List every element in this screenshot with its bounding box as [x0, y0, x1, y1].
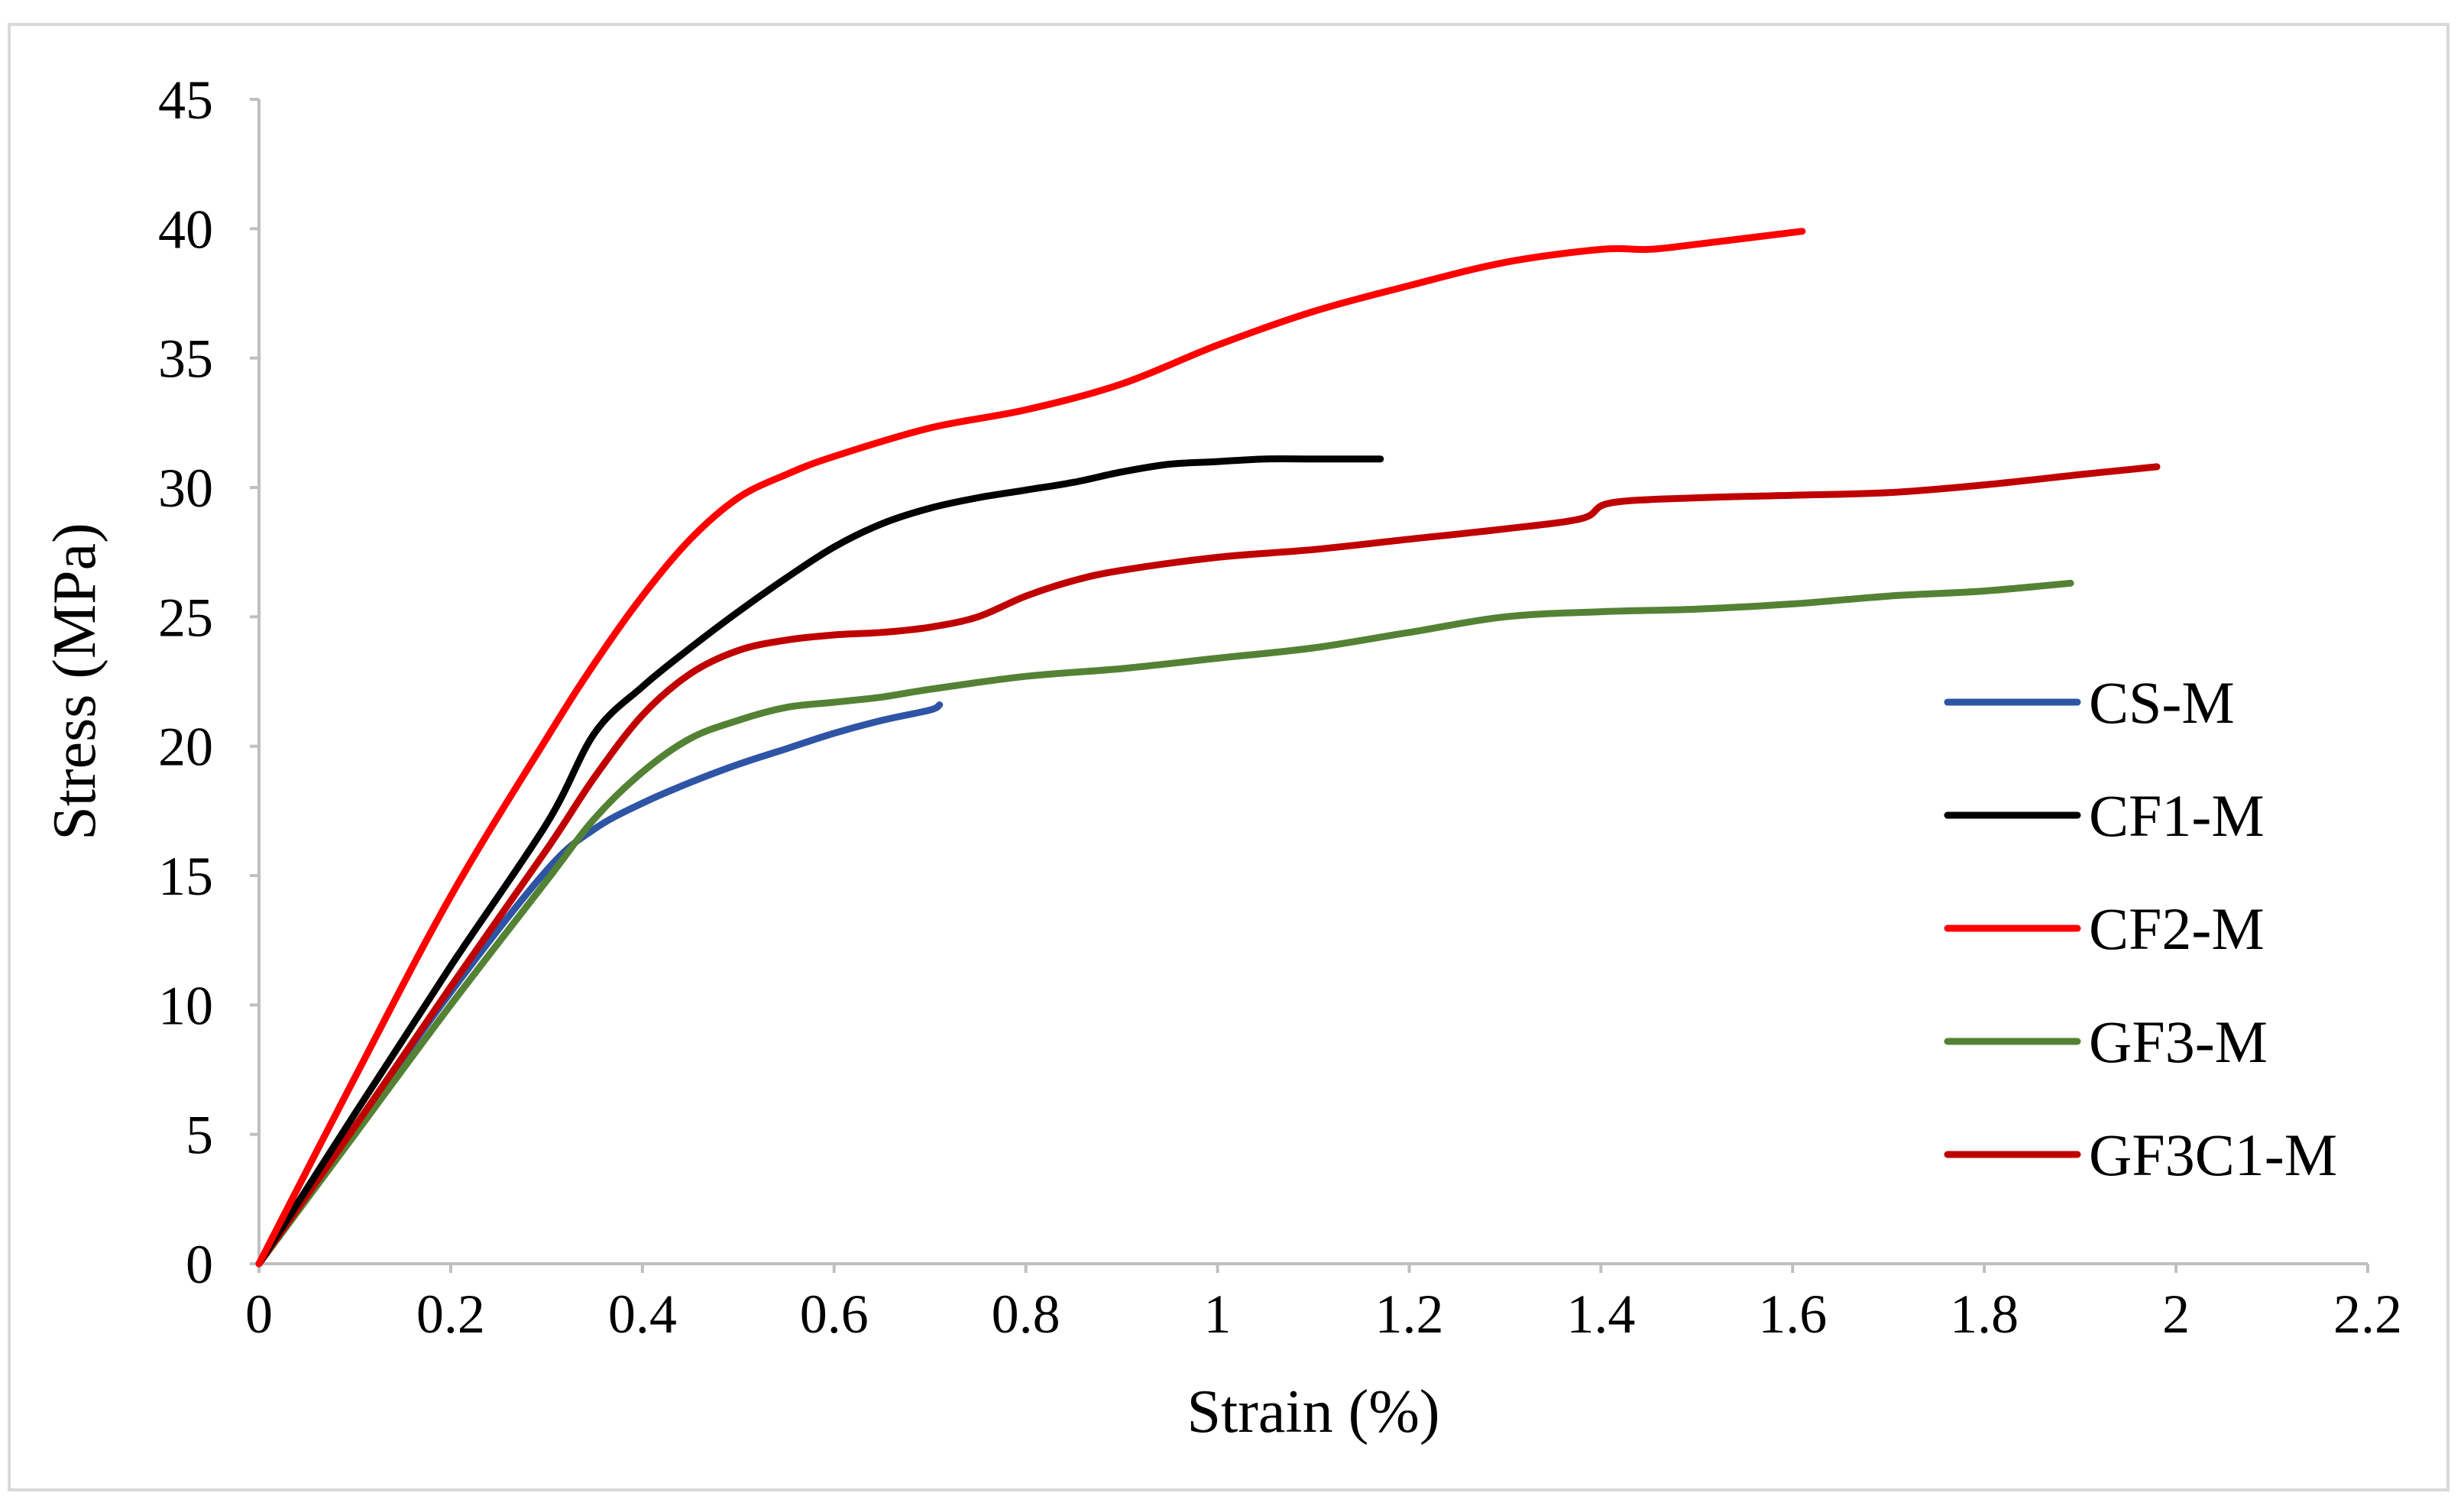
y-tick-label: 45 [158, 70, 213, 131]
chart-frame: 0 5 10 15 20 25 30 35 40 45 0 0.2 0.4 0.6 0.8 1 1.2 1.4 1.… [8, 23, 2449, 1491]
legend-label: GF3C1-M [2089, 1122, 2337, 1188]
x-tick-label: 0.2 [416, 1284, 485, 1345]
legend-label: GF3-M [2089, 1009, 2268, 1075]
y-axis-title: Stress (MPa) [41, 523, 108, 840]
y-tick-label: 30 [158, 458, 213, 519]
y-tick-label: 20 [158, 717, 213, 778]
chart: 0 5 10 15 20 25 30 35 40 45 0 0.2 0.4 0.6 0.8 1 1.2 1.4 1.… [41, 70, 2402, 1446]
x-tick-label: 0.8 [992, 1284, 1060, 1345]
x-tick-label: 1.2 [1374, 1284, 1443, 1345]
series-line-cs-m [255, 701, 944, 1268]
y-tick-label: 40 [158, 199, 213, 260]
series-line-gf3c1-m [255, 463, 2161, 1268]
x-tick-label: 1.8 [1950, 1284, 2019, 1345]
y-tick-label: 15 [158, 846, 213, 907]
legend: CS-M CF1-M CF2-M GF3-M GF3C1-M [1944, 669, 2337, 1188]
x-tick-label: 2 [2162, 1284, 2190, 1345]
x-axis-title: Strain (%) [1187, 1378, 1439, 1446]
y-tick-label: 10 [158, 975, 213, 1036]
x-tick-label: 2.2 [2333, 1284, 2402, 1345]
y-tick-label: 25 [158, 587, 213, 648]
series-line-gf3-m [255, 579, 2074, 1268]
x-tick-label: 1.4 [1566, 1284, 1635, 1345]
x-tick-label: 1.6 [1758, 1284, 1827, 1345]
y-tick-label: 0 [186, 1234, 213, 1295]
x-tick-label: 0.4 [608, 1284, 677, 1345]
axes: 0 5 10 15 20 25 30 35 40 45 0 0.2 0.4 0.6 0.8 1 1.2 1.4 1.… [41, 70, 2402, 1446]
y-tick-label: 5 [186, 1105, 213, 1166]
series-line-cf2-m [255, 228, 1806, 1268]
x-tick-label: 0 [245, 1284, 273, 1345]
series-line-cf1-m [255, 455, 1384, 1268]
x-tick-label: 1 [1204, 1284, 1232, 1345]
legend-label: CF1-M [2089, 782, 2265, 849]
legend-label: CS-M [2089, 669, 2235, 736]
legend-label: CF2-M [2089, 895, 2265, 962]
plot-area [255, 228, 2161, 1268]
y-tick-label: 35 [158, 329, 213, 390]
x-tick-label: 0.6 [800, 1284, 869, 1345]
